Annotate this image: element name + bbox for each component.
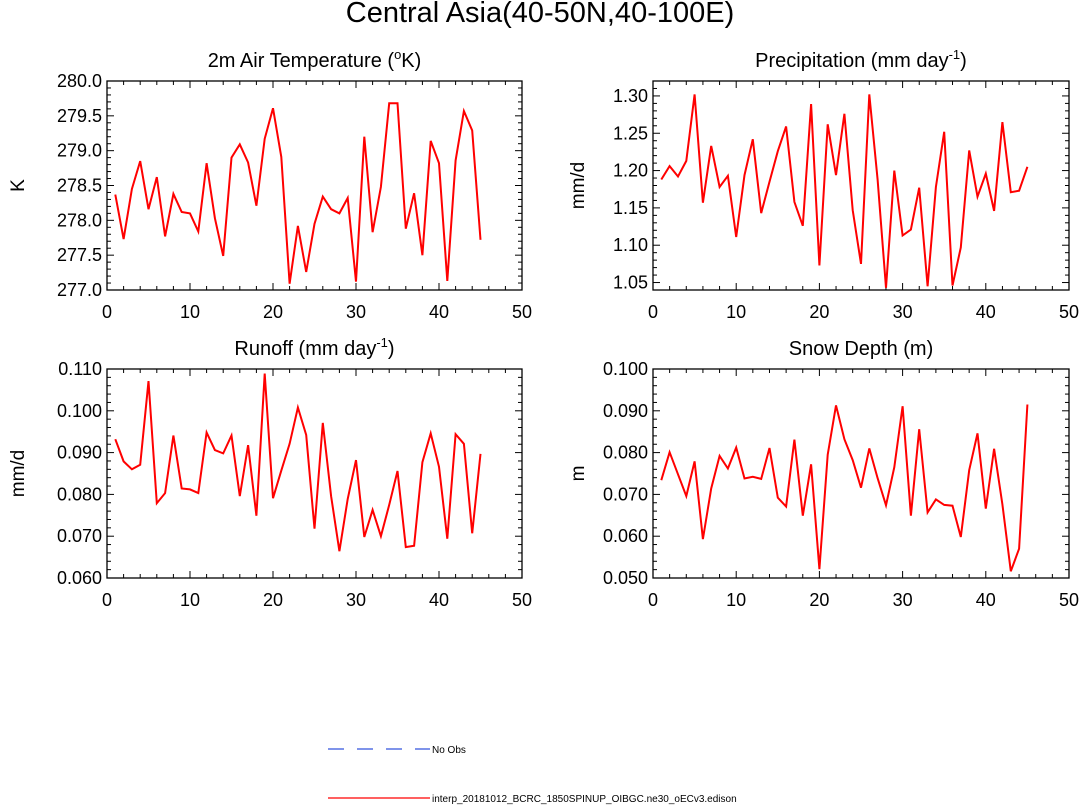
panel-title-text: Runoff (mm day <box>234 338 376 360</box>
series-line <box>660 404 1029 572</box>
x-tick-label: 30 <box>346 590 366 610</box>
plot-frame <box>106 368 523 579</box>
series-line <box>114 102 482 284</box>
panel-title-superscript: o <box>394 47 401 62</box>
y-tick-label: 0.090 <box>57 443 102 463</box>
x-tick-label: 20 <box>263 590 283 610</box>
y-tick-label: 279.0 <box>57 141 102 161</box>
x-tick-label: 20 <box>263 302 283 322</box>
panel-title-tail: K) <box>401 50 421 72</box>
panel-title: 2m Air Temperature (oK) <box>208 47 422 72</box>
panel-title-text: Snow Depth (m) <box>789 338 934 360</box>
y-tick-label: 277.5 <box>57 245 102 265</box>
x-tick-label: 50 <box>1059 590 1079 610</box>
y-tick-label: 1.25 <box>613 123 648 143</box>
panel-title-tail: ) <box>960 50 967 72</box>
x-tick-label: 30 <box>346 302 366 322</box>
x-tick-label: 20 <box>809 302 829 322</box>
x-tick-label: 0 <box>648 302 658 322</box>
y-tick-label: 0.110 <box>58 359 102 379</box>
y-tick-label: 1.05 <box>613 273 648 293</box>
x-tick-label: 40 <box>429 590 449 610</box>
plot-frame <box>106 80 523 291</box>
panel-title-superscript: -1 <box>949 47 961 62</box>
panel-title: Precipitation (mm day-1) <box>755 47 967 72</box>
legend-label: No Obs <box>432 745 466 756</box>
y-tick-label: 0.100 <box>57 401 102 421</box>
x-tick-label: 50 <box>512 590 532 610</box>
figure-title: Central Asia(40-50N,40-100E) <box>346 0 734 29</box>
x-tick-label: 0 <box>102 590 112 610</box>
panel-title-text: Precipitation (mm day <box>755 50 948 72</box>
y-tick-label: 0.080 <box>57 484 102 504</box>
y-tick-label: 277.0 <box>57 280 102 300</box>
panel-runoff-mm-day: Runoff (mm day-1) 0 10 20 30 40 50 0.060 0.070 0.… <box>8 335 532 610</box>
x-tick-label: 0 <box>648 590 658 610</box>
y-tick-label: 0.060 <box>603 526 648 546</box>
panel-title-text: 2m Air Temperature ( <box>208 50 395 72</box>
plot-frame <box>652 368 1070 579</box>
x-tick-label: 0 <box>102 302 112 322</box>
panel-title-tail: ) <box>388 338 395 360</box>
y-tick-label: 1.20 <box>613 161 648 181</box>
panel-2m-air-temperature-k: 2m Air Temperature (oK) 0 10 20 30 40 50 277.0 2… <box>8 47 532 322</box>
y-axis-label: mm/d <box>8 450 29 498</box>
y-tick-label: 1.30 <box>613 86 648 106</box>
panel-title: Runoff (mm day-1) <box>234 335 394 360</box>
x-tick-label: 40 <box>976 302 996 322</box>
x-tick-label: 10 <box>180 590 200 610</box>
series-line <box>660 94 1029 288</box>
y-tick-label: 1.10 <box>613 235 648 255</box>
x-tick-label: 50 <box>1059 302 1079 322</box>
y-axis-label: mm/d <box>568 162 589 210</box>
y-tick-label: 280.0 <box>57 71 102 91</box>
x-tick-label: 50 <box>512 302 532 322</box>
panel-precipitation-mm-day: Precipitation (mm day-1) 0 10 20 30 40 50 1.05 1… <box>568 47 1079 322</box>
y-tick-label: 0.100 <box>603 359 648 379</box>
y-tick-label: 0.050 <box>603 568 648 588</box>
y-tick-label: 1.15 <box>613 198 648 218</box>
panel-title-superscript: -1 <box>376 335 388 350</box>
panel-title: Snow Depth (m) <box>789 338 934 360</box>
legend-item: No Obs <box>328 745 466 756</box>
x-tick-label: 40 <box>429 302 449 322</box>
y-tick-label: 278.0 <box>57 210 102 230</box>
x-tick-label: 30 <box>893 590 913 610</box>
legend: No Obs interp_20181012_BCRC_1850SPINUP_OI… <box>328 745 737 805</box>
y-axis-label: m <box>568 466 589 482</box>
y-tick-label: 278.5 <box>57 176 102 196</box>
x-tick-label: 30 <box>893 302 913 322</box>
x-tick-label: 40 <box>976 590 996 610</box>
panel-snow-depth-m: Snow Depth (m) 0 10 20 30 40 50 0.050 0.060 0.070… <box>568 338 1079 610</box>
x-tick-label: 10 <box>726 590 746 610</box>
y-tick-label: 0.070 <box>57 526 102 546</box>
series-line <box>114 373 482 552</box>
x-tick-label: 10 <box>180 302 200 322</box>
legend-item: interp_20181012_BCRC_1850SPINUP_OIBGC.ne… <box>328 794 737 805</box>
legend-label: interp_20181012_BCRC_1850SPINUP_OIBGC.ne… <box>432 794 737 805</box>
y-tick-label: 0.080 <box>603 443 648 463</box>
y-tick-label: 279.5 <box>57 106 102 126</box>
x-tick-label: 10 <box>726 302 746 322</box>
y-tick-label: 0.060 <box>57 568 102 588</box>
y-axis-label: K <box>8 179 29 192</box>
y-tick-label: 0.070 <box>603 484 648 504</box>
y-tick-label: 0.090 <box>603 401 648 421</box>
panels: 2m Air Temperature (oK)0 10 20 30 40 50277.02… <box>8 47 1079 610</box>
x-tick-label: 20 <box>809 590 829 610</box>
